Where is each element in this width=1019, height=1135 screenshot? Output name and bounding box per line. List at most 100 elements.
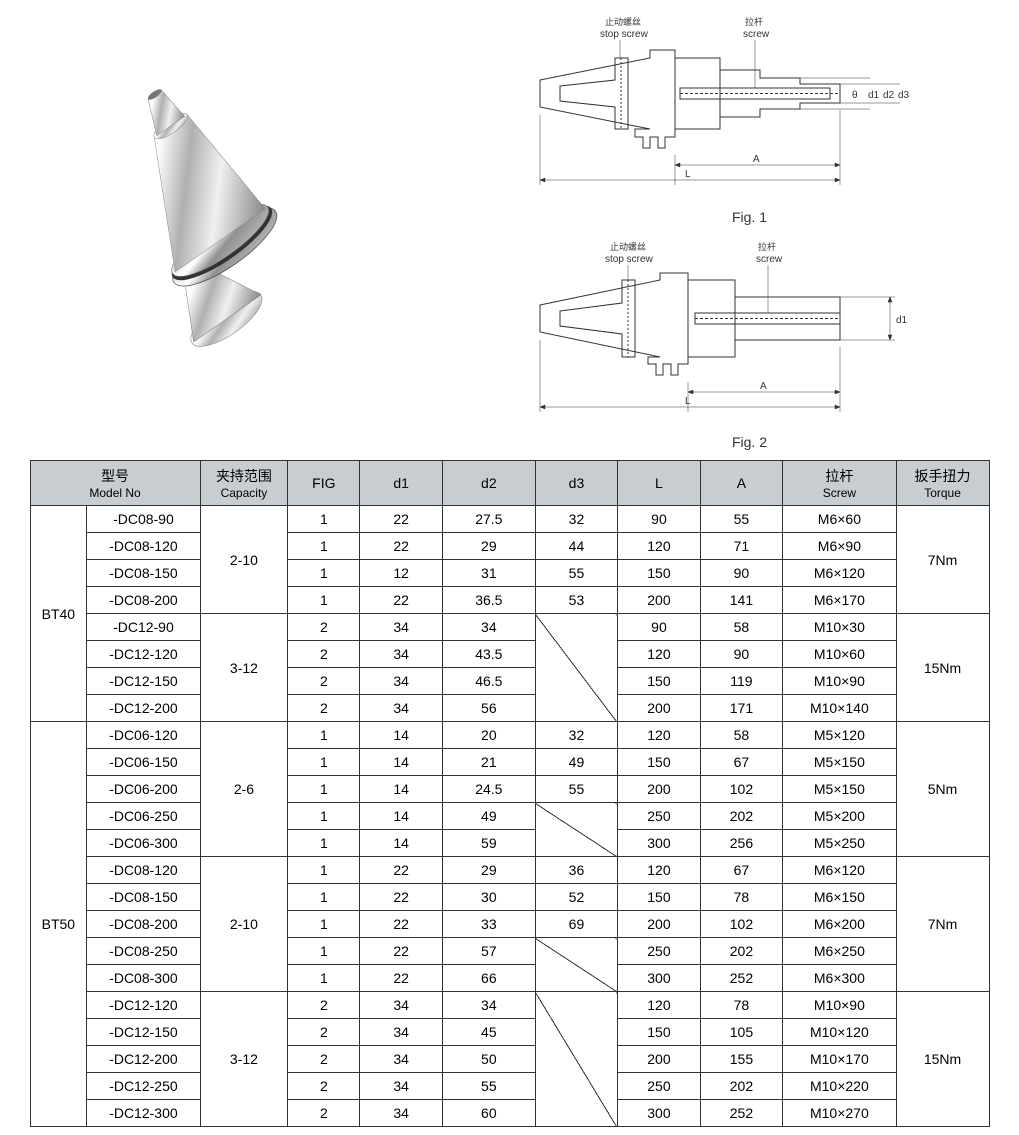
cell: 202 <box>700 803 782 830</box>
cell: 22 <box>360 587 442 614</box>
cell: 60 <box>442 1100 535 1127</box>
cell: 202 <box>700 1073 782 1100</box>
cell: 57 <box>442 938 535 965</box>
fig2-screw-en: screw <box>756 254 783 265</box>
cell: 1 <box>288 506 360 533</box>
cell: 1 <box>288 830 360 857</box>
cell: 45 <box>442 1019 535 1046</box>
table-row: -DC12-200 23456200171M10×140 <box>30 695 989 722</box>
cell: M6×90 <box>783 533 896 560</box>
cell: M6×120 <box>783 857 896 884</box>
cell-model: -DC08-90 <box>87 506 200 533</box>
table-row: -DC06-250 11449 250202M5×200 <box>30 803 989 830</box>
table-row: -DC12-90 3-12 23434 9058M10×30 15Nm <box>30 614 989 641</box>
cell: 31 <box>442 560 535 587</box>
cell: M5×150 <box>783 776 896 803</box>
cell-model: -DC08-150 <box>87 884 200 911</box>
cell: 300 <box>618 1100 700 1127</box>
cell: 43.5 <box>442 641 535 668</box>
cell: 49 <box>442 803 535 830</box>
product-photo <box>20 10 500 410</box>
cell: 250 <box>618 1073 700 1100</box>
cell: 21 <box>442 749 535 776</box>
fig2-stopscrew-cn: 止动螺丝 <box>610 241 646 252</box>
cell: 150 <box>618 560 700 587</box>
table-row: -DC06-150 114214915067M5×150 <box>30 749 989 776</box>
cell: 1 <box>288 587 360 614</box>
cell: M6×120 <box>783 560 896 587</box>
cell-capacity: 3-12 <box>200 992 288 1127</box>
fig1-dim-A: A <box>753 154 760 165</box>
cell: 1 <box>288 965 360 992</box>
cell: 55 <box>535 776 617 803</box>
cell: 1 <box>288 749 360 776</box>
cell-model: -DC08-200 <box>87 587 200 614</box>
cell: 2 <box>288 641 360 668</box>
cell: 200 <box>618 587 700 614</box>
fig1-container: 止动螺丝 stop screw 拉杆 screw θ d1 d2 d3 <box>500 10 999 225</box>
cell: 120 <box>618 641 700 668</box>
cell: 2 <box>288 1019 360 1046</box>
cell-capacity: 2-10 <box>200 506 288 614</box>
cell: 119 <box>700 668 782 695</box>
cell-model: -DC12-200 <box>87 1046 200 1073</box>
cell: 1 <box>288 560 360 587</box>
cell-model: -DC06-120 <box>87 722 200 749</box>
table-row: -DC06-300 11459300256M5×250 <box>30 830 989 857</box>
cell: 78 <box>700 884 782 911</box>
cell-bt40: BT40 <box>30 506 87 722</box>
cell: 44 <box>535 533 617 560</box>
cell-model: -DC08-150 <box>87 560 200 587</box>
cell-model: -DC12-150 <box>87 1019 200 1046</box>
cell: 50 <box>442 1046 535 1073</box>
table-row: -DC06-200 11424.555200102M5×150 <box>30 776 989 803</box>
cell: M5×200 <box>783 803 896 830</box>
cell: M10×60 <box>783 641 896 668</box>
cell: 171 <box>700 695 782 722</box>
cell-model: -DC06-300 <box>87 830 200 857</box>
cell: 34 <box>360 1019 442 1046</box>
cell-capacity: 2-6 <box>200 722 288 857</box>
cell: 2 <box>288 695 360 722</box>
cell: 1 <box>288 857 360 884</box>
cell-model: -DC06-250 <box>87 803 200 830</box>
header-d1: d1 <box>360 461 442 506</box>
cell: 200 <box>618 1046 700 1073</box>
cell: 22 <box>360 506 442 533</box>
cell-model: -DC12-90 <box>87 614 200 641</box>
fig2-container: 止动螺丝 stop screw 拉杆 screw d1 <box>500 235 999 450</box>
cell-torque: 7Nm <box>896 506 989 614</box>
spec-table: 型号Model No 夹持范围Capacity FIG d1 d2 d3 L A… <box>30 460 990 1127</box>
cell-diagonal <box>535 992 617 1127</box>
cell: 36.5 <box>442 587 535 614</box>
cell-diagonal <box>535 803 617 857</box>
cell-torque: 5Nm <box>896 722 989 857</box>
cell-diagonal <box>535 614 617 722</box>
cell: 55 <box>700 506 782 533</box>
cell: 66 <box>442 965 535 992</box>
cell: 34 <box>360 641 442 668</box>
cell: 12 <box>360 560 442 587</box>
fig2-stopscrew-en: stop screw <box>605 254 654 265</box>
cell: 256 <box>700 830 782 857</box>
cell: 102 <box>700 911 782 938</box>
cell-capacity: 2-10 <box>200 857 288 992</box>
cell: 300 <box>618 965 700 992</box>
table-row: -DC08-200 12236.553200141M6×170 <box>30 587 989 614</box>
cell: 22 <box>360 857 442 884</box>
cell: 2 <box>288 992 360 1019</box>
cell-model: -DC12-250 <box>87 1073 200 1100</box>
cell: 1 <box>288 911 360 938</box>
table-row: -DC08-120 122294412071M6×90 <box>30 533 989 560</box>
fig1-screw-cn: 拉杆 <box>745 16 763 27</box>
cell-diagonal <box>535 938 617 992</box>
cell: M6×300 <box>783 965 896 992</box>
fig1-dim-d2: d2 <box>883 90 895 101</box>
cell: 1 <box>288 722 360 749</box>
cell: 90 <box>700 641 782 668</box>
table-row: BT50 -DC06-120 2-6 114203212058M5×120 5N… <box>30 722 989 749</box>
cell: M6×60 <box>783 506 896 533</box>
cell: M10×170 <box>783 1046 896 1073</box>
cell: 30 <box>442 884 535 911</box>
header-d2: d2 <box>442 461 535 506</box>
